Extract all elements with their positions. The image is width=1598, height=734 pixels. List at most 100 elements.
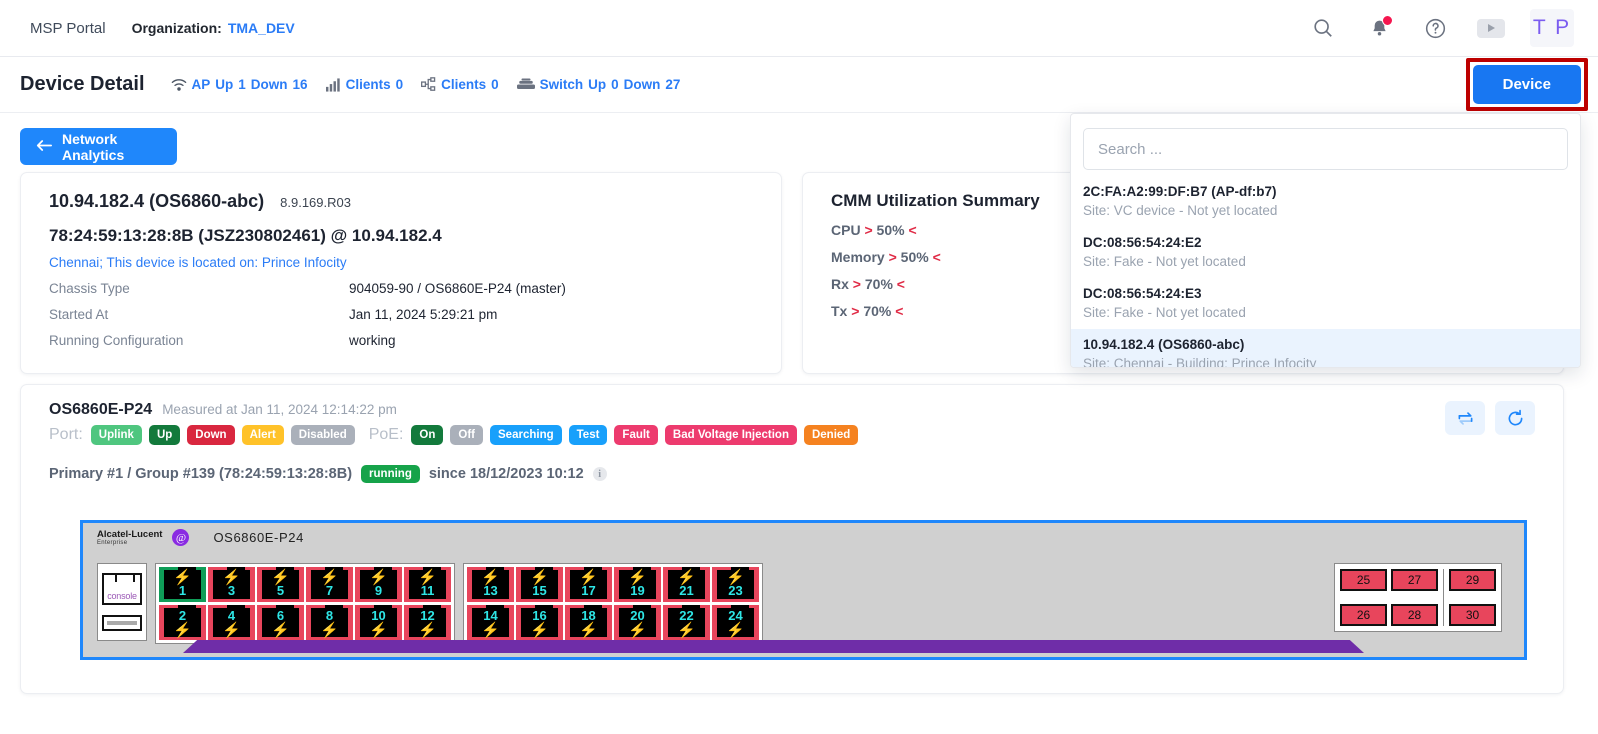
switch-port-15[interactable]: ⚡ 15 bbox=[516, 567, 563, 602]
sfp-port-27[interactable]: 27 bbox=[1391, 569, 1438, 591]
cmm-lt: < bbox=[932, 249, 941, 265]
poe-bolt-icon: ⚡ bbox=[173, 622, 192, 639]
sfp-port-25[interactable]: 25 bbox=[1340, 569, 1387, 591]
avatar[interactable]: T P bbox=[1530, 9, 1574, 47]
sfp-port-26[interactable]: 26 bbox=[1340, 604, 1387, 626]
port-number: 3 bbox=[227, 583, 236, 598]
bell-icon[interactable] bbox=[1362, 11, 1396, 45]
cmm-gt: > bbox=[851, 303, 860, 319]
switch-port-22[interactable]: ⚡ 22 bbox=[663, 605, 710, 640]
list-item[interactable]: DC:08:56:54:24:E2 Site: Fake - Not yet l… bbox=[1071, 227, 1580, 278]
organization-selector[interactable]: Organization: TMA_DEV bbox=[132, 20, 295, 36]
switch-port-18[interactable]: ⚡ 18 bbox=[565, 605, 612, 640]
poe-bolt-icon: ⚡ bbox=[418, 622, 437, 639]
poe-bolt-icon: ⚡ bbox=[628, 569, 647, 586]
switch-port-9[interactable]: ⚡ 9 bbox=[355, 567, 402, 602]
switch-port-24[interactable]: ⚡ 24 bbox=[712, 605, 759, 640]
port-column: ⚡ 19 ⚡ 20 bbox=[614, 567, 661, 640]
poe-bolt-icon: ⚡ bbox=[677, 569, 696, 586]
network-analytics-back-button[interactable]: Network Analytics bbox=[20, 128, 177, 165]
port-number: 28 bbox=[1407, 608, 1422, 622]
poe-bolt-icon: ⚡ bbox=[271, 622, 290, 639]
cmm-percent: 70% bbox=[863, 303, 892, 319]
cmm-row-rx: Rx > 70% < bbox=[831, 276, 1535, 292]
refresh-icon[interactable] bbox=[1495, 401, 1535, 435]
info-icon[interactable]: i bbox=[592, 467, 607, 481]
stat-switch[interactable]: Switch Up 0 Down 27 bbox=[516, 77, 681, 92]
sfp-port-29[interactable]: 29 bbox=[1449, 569, 1496, 591]
switch-port-7[interactable]: ⚡ 7 bbox=[306, 567, 353, 602]
stat-ap[interactable]: AP Up 1 Down 16 bbox=[171, 77, 308, 92]
port-jack-icon bbox=[472, 605, 509, 637]
cmm-label: CPU bbox=[831, 222, 861, 238]
switch-port-4[interactable]: ⚡ 4 bbox=[208, 605, 255, 640]
play-icon[interactable] bbox=[1474, 11, 1508, 45]
play-triangle bbox=[1487, 24, 1495, 32]
stat-switch-down-value: 27 bbox=[665, 77, 681, 92]
port-column: ⚡ 17 ⚡ 18 bbox=[565, 567, 612, 640]
organization-label: Organization: bbox=[131, 20, 222, 36]
switch-port-10[interactable]: ⚡ 10 bbox=[355, 605, 402, 640]
list-item-subtitle: Site: Fake - Not yet located bbox=[1083, 254, 1246, 269]
device-firmware-version: 8.9.169.R03 bbox=[280, 195, 351, 210]
sfp-column: 29 30 bbox=[1449, 569, 1496, 626]
stat-clients-wireless-value: 0 bbox=[395, 77, 404, 92]
stat-clients-wireless[interactable]: Clients 0 bbox=[325, 77, 404, 92]
switch-port-21[interactable]: ⚡ 21 bbox=[663, 567, 710, 602]
organization-value[interactable]: TMA_DEV bbox=[227, 20, 295, 36]
stat-clients-wired[interactable]: Clients 0 bbox=[421, 77, 499, 92]
badge-poe-denied: Denied bbox=[803, 425, 859, 445]
port-block-1-12: ⚡ 1 ⚡ 2 ⚡ 3 ⚡ 4 ⚡ 5 ⚡ 6 ⚡ 7 ⚡ 8 ⚡ 9 ⚡ 10 ⚡ 11 ⚡ 12 bbox=[155, 563, 455, 644]
list-item[interactable]: 2C:FA:A2:99:DF:B7 (AP-df:b7) Site: VC de… bbox=[1071, 176, 1580, 227]
switch-port-2[interactable]: ⚡ 2 bbox=[159, 605, 206, 640]
switch-port-19[interactable]: ⚡ 19 bbox=[614, 567, 661, 602]
switch-port-17[interactable]: ⚡ 17 bbox=[565, 567, 612, 602]
sfp-port-28[interactable]: 28 bbox=[1391, 604, 1438, 626]
console-port-icon[interactable]: console bbox=[102, 573, 142, 605]
switch-port-16[interactable]: ⚡ 16 bbox=[516, 605, 563, 640]
stat-ap-up-value: 1 bbox=[238, 77, 246, 92]
usb-port-icon[interactable] bbox=[102, 615, 142, 631]
device-location-link[interactable]: Chennai; This device is located on: Prin… bbox=[49, 255, 347, 270]
port-jack-icon bbox=[262, 567, 299, 599]
cmm-lt: < bbox=[895, 303, 904, 319]
usb-dash bbox=[107, 621, 137, 625]
switch-port-6[interactable]: ⚡ 6 bbox=[257, 605, 304, 640]
port-number: 17 bbox=[581, 583, 596, 598]
poe-bolt-icon: ⚡ bbox=[173, 569, 192, 586]
poe-bolt-icon: ⚡ bbox=[530, 622, 549, 639]
switch-port-8[interactable]: ⚡ 8 bbox=[306, 605, 353, 640]
switch-port-1[interactable]: ⚡ 1 bbox=[159, 567, 206, 602]
swap-arrows-icon[interactable] bbox=[1445, 401, 1485, 435]
port-number: 18 bbox=[581, 608, 596, 623]
search-field-wrapper[interactable] bbox=[1083, 128, 1568, 170]
switch-port-20[interactable]: ⚡ 20 bbox=[614, 605, 661, 640]
signal-bars-icon bbox=[325, 77, 341, 92]
switch-port-23[interactable]: ⚡ 23 bbox=[712, 567, 759, 602]
list-item[interactable]: DC:08:56:54:24:E3 Site: Fake - Not yet l… bbox=[1071, 278, 1580, 329]
stat-ap-label: AP bbox=[191, 77, 211, 92]
switch-port-12[interactable]: ⚡ 12 bbox=[404, 605, 451, 640]
port-jack-icon bbox=[360, 605, 397, 637]
app-name[interactable]: MSP Portal bbox=[30, 19, 106, 37]
stat-ap-up-name: Up bbox=[215, 77, 234, 92]
switch-port-5[interactable]: ⚡ 5 bbox=[257, 567, 304, 602]
port-number: 30 bbox=[1465, 608, 1480, 622]
cmm-lt: < bbox=[896, 276, 905, 292]
switch-port-11[interactable]: ⚡ 11 bbox=[404, 567, 451, 602]
stat-switch-up-value: 0 bbox=[611, 77, 619, 92]
switch-port-3[interactable]: ⚡ 3 bbox=[208, 567, 255, 602]
port-jack-icon bbox=[717, 605, 754, 637]
switch-port-13[interactable]: ⚡ 13 bbox=[467, 567, 514, 602]
sfp-port-30[interactable]: 30 bbox=[1449, 604, 1496, 626]
device-button[interactable]: Device bbox=[1472, 65, 1581, 104]
list-item-selected[interactable]: 10.94.182.4 (OS6860-abc) Site: Chennai -… bbox=[1071, 329, 1580, 367]
switch-port-14[interactable]: ⚡ 14 bbox=[467, 605, 514, 640]
search-input[interactable] bbox=[1098, 140, 1553, 158]
question-circle-icon[interactable] bbox=[1418, 11, 1452, 45]
port-jack-icon bbox=[472, 567, 509, 599]
port-jack-icon bbox=[360, 567, 397, 599]
search-icon[interactable] bbox=[1306, 11, 1340, 45]
cmm-percent: 70% bbox=[864, 276, 893, 292]
network-analytics-label: Network Analytics bbox=[62, 130, 125, 163]
